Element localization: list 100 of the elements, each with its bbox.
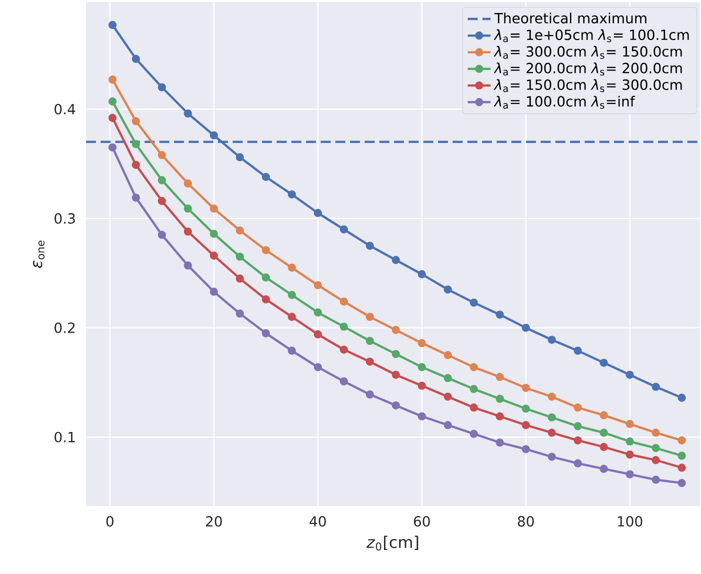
point (236, 274, 244, 283)
point (210, 131, 218, 140)
point (600, 428, 608, 437)
point (548, 336, 556, 344)
point (288, 190, 296, 198)
point (108, 20, 117, 30)
point (678, 478, 686, 488)
point (600, 358, 608, 367)
point (678, 394, 686, 402)
point (418, 412, 426, 420)
point (626, 437, 634, 446)
x-tick-label: 80 (518, 516, 534, 527)
legend-label: Theoretical maximum (494, 12, 646, 24)
point (652, 476, 660, 484)
point (418, 270, 426, 278)
point (262, 246, 270, 254)
point (262, 329, 270, 338)
point (678, 436, 686, 444)
point (626, 370, 634, 379)
y-tick-label: 0.1 (54, 432, 75, 442)
y-tick-label: 0.2 (54, 322, 75, 334)
point (444, 374, 452, 382)
point (496, 310, 504, 319)
point (522, 404, 530, 413)
point (678, 464, 686, 472)
point (314, 363, 322, 372)
point (496, 394, 504, 403)
point (366, 358, 374, 366)
point (522, 421, 530, 430)
point (184, 228, 192, 236)
x-tick-label: 0 (106, 516, 114, 527)
point (574, 436, 582, 444)
y-tick-label: 0.3 (54, 213, 75, 224)
point (652, 382, 660, 391)
point (548, 392, 556, 401)
point (496, 438, 504, 447)
point (366, 312, 374, 321)
point (522, 324, 530, 332)
point (652, 456, 660, 464)
point (574, 346, 582, 355)
point (132, 140, 140, 148)
point (366, 242, 374, 250)
point (574, 459, 582, 468)
x-tick-label: 60 (414, 516, 430, 527)
point (158, 176, 166, 184)
point (496, 412, 504, 420)
legend-label: λ$_{a}$= 100.0cm λ$_{s}$=inf (494, 96, 636, 109)
point (574, 404, 582, 412)
point (470, 384, 478, 394)
point (314, 330, 322, 338)
point (288, 312, 296, 321)
point (184, 261, 192, 270)
point (392, 326, 400, 334)
point (470, 430, 478, 438)
point (108, 97, 117, 106)
point (600, 464, 608, 473)
point (184, 204, 192, 213)
point (108, 143, 117, 152)
point (470, 404, 478, 412)
legend-label: λ$_{a}$= 200.0cm λ$_{s}$= 200.0cm (494, 62, 682, 76)
point (288, 346, 296, 355)
point (340, 346, 348, 354)
x-tick-label: 100 (618, 516, 642, 527)
point (600, 411, 608, 420)
point (418, 382, 426, 390)
point (392, 350, 400, 358)
point (340, 377, 348, 386)
point (340, 225, 348, 234)
point (548, 413, 556, 422)
point (626, 420, 634, 428)
point (288, 290, 296, 300)
y-tick-label: 0.4 (54, 104, 76, 114)
point (652, 444, 660, 452)
point (366, 390, 374, 399)
point (288, 264, 296, 272)
point (522, 445, 530, 454)
point (652, 428, 660, 437)
point (158, 230, 166, 239)
point (262, 172, 270, 181)
point (210, 252, 218, 260)
point (184, 179, 192, 188)
point (236, 252, 244, 261)
point (678, 452, 686, 460)
point (158, 150, 166, 160)
point (470, 363, 478, 372)
x-axis-title: z$_{0}$[cm] (366, 536, 418, 550)
point (314, 308, 322, 317)
point (626, 450, 634, 459)
point (444, 392, 452, 401)
point (626, 470, 634, 478)
point (210, 230, 218, 238)
x-tick-label: 20 (206, 516, 222, 527)
point (314, 281, 322, 290)
point (444, 351, 452, 360)
point (158, 196, 166, 206)
point (262, 273, 270, 282)
point (392, 256, 400, 264)
point (418, 363, 426, 372)
point (132, 117, 140, 126)
point (340, 297, 348, 306)
